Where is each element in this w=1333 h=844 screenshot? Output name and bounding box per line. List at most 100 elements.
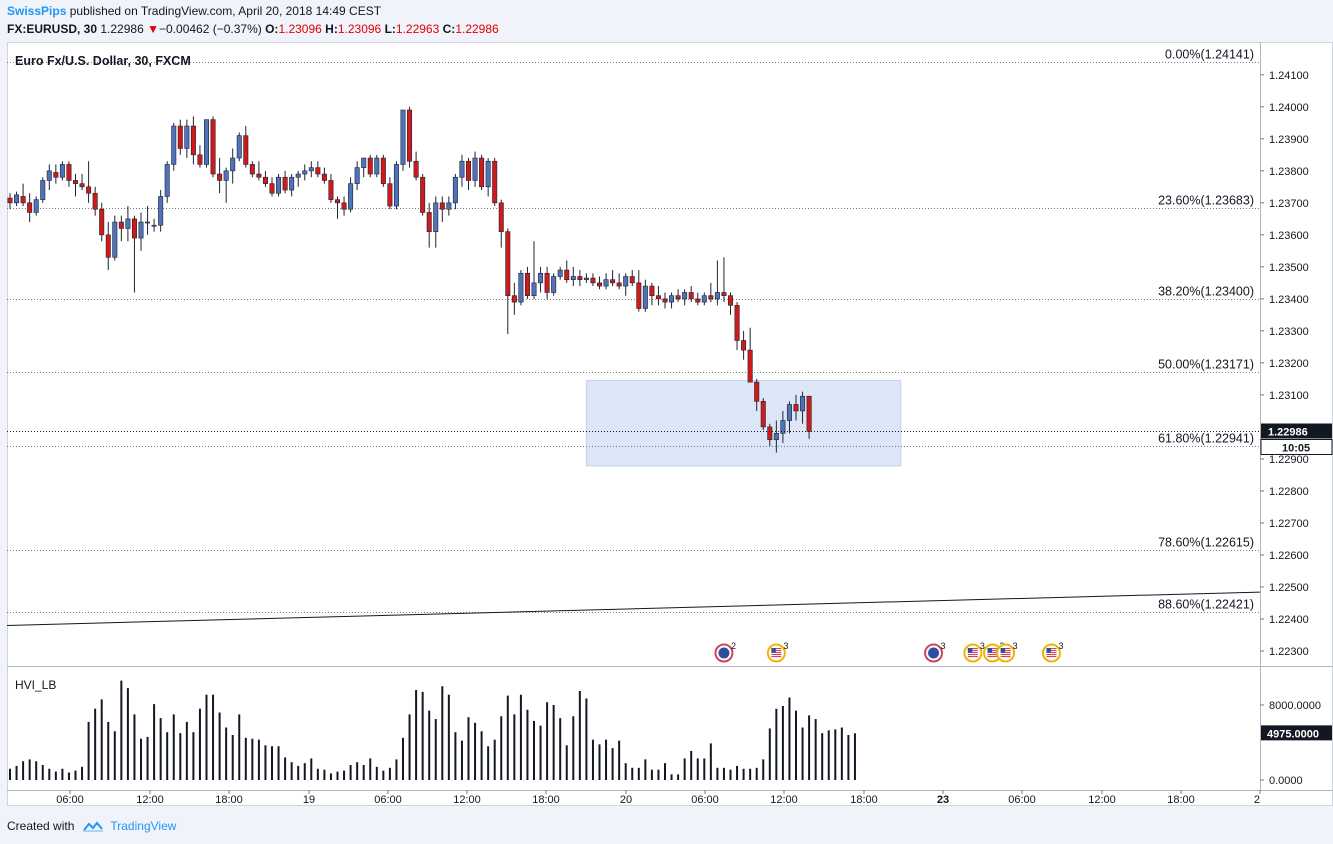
candle-body — [289, 176, 295, 191]
candle-body — [433, 202, 439, 232]
candle-body — [328, 180, 334, 200]
candle-body — [341, 202, 347, 210]
candle-body — [171, 125, 177, 165]
candle-body — [112, 221, 118, 258]
candle-body — [190, 125, 196, 156]
candle-body — [544, 272, 550, 293]
candle-body — [46, 170, 52, 181]
candle-body — [40, 180, 46, 200]
time-tick-label: 18:00 — [532, 794, 560, 806]
time-tick-label: 18:00 — [1167, 794, 1195, 806]
candle-body — [262, 176, 268, 184]
candle-body — [321, 173, 327, 181]
price-change: −0.00462 (−0.37%) — [159, 22, 262, 36]
candle-body — [780, 420, 786, 434]
trend-line[interactable] — [6, 591, 1261, 626]
time-axis[interactable] — [7, 790, 1333, 806]
indicator-tick-label: 0.0000 — [1269, 775, 1303, 787]
candle-body — [472, 157, 478, 181]
time-tick-label: 06:00 — [691, 794, 719, 806]
candle-body — [387, 183, 393, 207]
tradingview-link[interactable]: TradingView — [110, 819, 177, 833]
rectangle-zone[interactable] — [585, 380, 902, 467]
price-label-bg — [1261, 423, 1332, 439]
candle-body — [14, 194, 20, 204]
down-arrow-icon: ▼ — [147, 22, 159, 36]
symbol-info: FX:EURUSD, 30 1.22986 ▼−0.00462 (−0.37%)… — [7, 22, 499, 36]
price-tick-label: 1.22900 — [1269, 454, 1309, 466]
time-tick-label: 20 — [620, 794, 632, 806]
price-tick-label: 1.23900 — [1269, 134, 1309, 146]
candle-body — [105, 234, 111, 258]
time-tick-label: 18:00 — [215, 794, 243, 806]
high-label: H: — [325, 22, 338, 36]
time-tick-label: 2 — [1254, 794, 1260, 806]
candle-body — [197, 154, 203, 165]
candle-body — [734, 304, 740, 341]
candle-body — [616, 282, 622, 287]
candle-body — [524, 272, 530, 296]
time-tick-label: 12:00 — [770, 794, 798, 806]
candle-body — [557, 269, 563, 277]
candle-body — [354, 167, 360, 184]
candle-body — [682, 292, 688, 300]
candle-body — [596, 282, 602, 287]
time-tick-label: 12:00 — [1088, 794, 1116, 806]
candle-body — [400, 109, 406, 165]
candle-body — [754, 381, 760, 402]
price-tick-label: 1.23400 — [1269, 294, 1309, 306]
tradingview-logo-icon — [83, 821, 104, 832]
candle-body — [662, 298, 668, 303]
chart-title: Euro Fx/U.S. Dollar, 30, FXCM — [15, 54, 191, 68]
candle-body — [701, 295, 707, 303]
candle-body — [407, 109, 413, 162]
price-tick-label: 1.22300 — [1269, 646, 1309, 658]
price-tick-label: 1.23800 — [1269, 166, 1309, 178]
fib-level-label: 78.60%(1.22615) — [1158, 536, 1254, 550]
candle-body — [92, 192, 98, 210]
low-value: 1.22963 — [395, 22, 440, 36]
candle-body — [393, 164, 399, 207]
candle-body — [118, 221, 124, 229]
close-label: C: — [442, 22, 456, 36]
price-tick-label: 1.24100 — [1269, 70, 1309, 82]
price-axis[interactable] — [1260, 42, 1333, 790]
price-tick-label: 1.23700 — [1269, 198, 1309, 210]
candle-body — [374, 157, 380, 175]
candle-body — [59, 164, 65, 178]
candle-body — [485, 160, 491, 188]
candle-body — [269, 183, 275, 194]
time-tick-label: 23 — [937, 794, 949, 806]
candle-body — [577, 276, 583, 280]
candle-body — [505, 231, 511, 296]
candle-body — [747, 349, 753, 383]
candle-body — [452, 176, 458, 204]
indicator-value-label: 4975.0000 — [1267, 728, 1319, 740]
us-flag-icon — [1000, 648, 1011, 658]
candle-body — [138, 221, 144, 239]
candle-body — [204, 119, 210, 165]
candle-body — [131, 218, 137, 239]
fib-level-label: 50.00%(1.23171) — [1158, 358, 1254, 372]
candle-body — [348, 183, 354, 210]
time-tick-label: 06:00 — [1008, 794, 1036, 806]
author-link[interactable]: SwissPips — [7, 4, 67, 18]
price-pane[interactable] — [7, 42, 1260, 666]
candle-body — [249, 164, 255, 175]
event-count: 3 — [1013, 641, 1018, 651]
indicator-pane[interactable] — [7, 667, 1260, 790]
candle-body — [492, 160, 498, 204]
price-tick-label: 1.22700 — [1269, 518, 1309, 530]
candle-body — [125, 218, 131, 229]
candle-body — [570, 276, 576, 280]
close-value: 1.22986 — [455, 22, 499, 36]
candle-body — [538, 272, 544, 284]
candle-body — [151, 224, 157, 227]
fib-level-label: 23.60%(1.23683) — [1158, 194, 1254, 208]
last-price: 1.22986 — [100, 22, 144, 36]
candle-body — [642, 285, 648, 309]
candle-body — [800, 395, 806, 412]
indicator-value-bg — [1261, 725, 1332, 741]
eu-flag-icon — [718, 647, 730, 659]
